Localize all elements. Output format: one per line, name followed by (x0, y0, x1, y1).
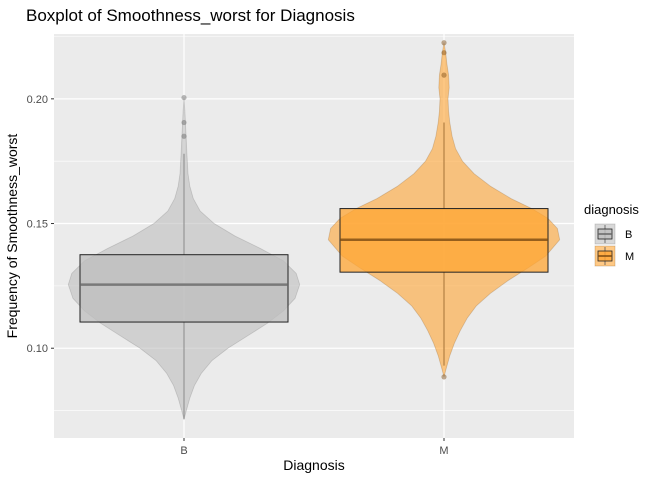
legend: diagnosis BM (584, 202, 639, 267)
box-B (79, 254, 289, 323)
outlier-point-M (441, 72, 447, 78)
outlier-point-B (181, 133, 187, 139)
axes: 0.10 0.15 0.20 B M (27, 94, 449, 457)
y-tick-label: 0.10 (27, 343, 48, 355)
data-layer (67, 40, 561, 420)
legend-label-B: B (625, 229, 632, 241)
x-axis-title: Diagnosis (283, 457, 344, 473)
outlier-point-M (441, 374, 447, 380)
legend-label-M: M (625, 251, 634, 263)
outlier-point-M (441, 50, 447, 56)
x-tick-label: M (439, 445, 448, 457)
y-tick-label: 0.20 (27, 94, 48, 106)
y-axis-title: Frequency of Smoothness_worst (4, 134, 20, 339)
outlier-point-M (441, 40, 447, 46)
outlier-point-B (181, 94, 187, 101)
x-tick-label: B (180, 445, 187, 457)
chart-title: Boxplot of Smoothness_worst for Diagnosi… (26, 6, 355, 25)
y-tick-label: 0.15 (27, 219, 48, 231)
legend-title: diagnosis (584, 202, 639, 217)
outlier-point-B (181, 119, 187, 126)
